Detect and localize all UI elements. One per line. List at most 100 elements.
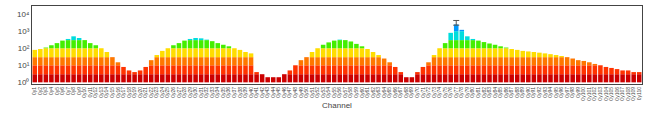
svg-text:10¹: 10¹ (18, 61, 30, 70)
svg-text:0y73: 0y73 (431, 87, 437, 98)
svg-text:0y80: 0y80 (469, 87, 475, 98)
svg-text:0y105: 0y105 (608, 87, 614, 101)
svg-text:0y85: 0y85 (497, 87, 503, 98)
svg-text:0y100: 0y100 (580, 87, 586, 101)
svg-text:0y8: 0y8 (70, 87, 76, 95)
svg-text:0y110: 0y110 (636, 87, 642, 100)
svg-text:0y92: 0y92 (536, 87, 542, 98)
svg-text:0y7: 0y7 (65, 87, 71, 95)
svg-text:0y104: 0y104 (603, 87, 609, 101)
svg-text:0y3: 0y3 (42, 87, 48, 95)
svg-text:0y18: 0y18 (126, 87, 132, 98)
svg-text:0y98: 0y98 (569, 87, 575, 98)
svg-text:0y10: 0y10 (81, 87, 87, 98)
svg-text:0y81: 0y81 (475, 87, 481, 98)
svg-text:0y49: 0y49 (298, 87, 304, 98)
svg-text:0y97: 0y97 (564, 87, 570, 98)
svg-text:0y21: 0y21 (142, 87, 148, 98)
svg-text:0y93: 0y93 (542, 87, 548, 98)
svg-text:0y20: 0y20 (137, 87, 143, 98)
svg-text:10²: 10² (18, 44, 30, 53)
svg-text:0y40: 0y40 (248, 87, 254, 98)
svg-text:0y52: 0y52 (314, 87, 320, 98)
svg-text:0y76: 0y76 (447, 87, 453, 98)
svg-text:0y4: 0y4 (48, 87, 54, 95)
svg-text:0y63: 0y63 (375, 87, 381, 98)
svg-text:0y94: 0y94 (547, 87, 553, 98)
svg-text:0y78: 0y78 (458, 87, 464, 98)
svg-text:0y36: 0y36 (225, 87, 231, 98)
svg-text:0y6: 0y6 (59, 87, 65, 95)
svg-text:0y66: 0y66 (392, 87, 398, 98)
svg-text:0y15: 0y15 (109, 87, 115, 98)
svg-text:0y47: 0y47 (286, 87, 292, 98)
svg-text:0y82: 0y82 (481, 87, 487, 98)
svg-text:0y74: 0y74 (436, 87, 442, 98)
svg-text:0y17: 0y17 (120, 87, 126, 98)
svg-text:0y45: 0y45 (275, 87, 281, 98)
svg-text:0y91: 0y91 (530, 87, 536, 98)
svg-text:0y65: 0y65 (386, 87, 392, 98)
svg-text:0y12: 0y12 (92, 87, 98, 98)
svg-text:0y88: 0y88 (514, 87, 520, 98)
svg-text:0y11: 0y11 (87, 87, 93, 98)
svg-text:0y86: 0y86 (503, 87, 509, 98)
svg-text:0y29: 0y29 (187, 87, 193, 98)
svg-text:0y95: 0y95 (553, 87, 559, 98)
svg-text:0y9: 0y9 (76, 87, 82, 95)
svg-text:0y48: 0y48 (292, 87, 298, 98)
svg-text:0y96: 0y96 (558, 87, 564, 98)
svg-text:0y84: 0y84 (492, 87, 498, 98)
svg-text:0y43: 0y43 (264, 87, 270, 98)
svg-text:Channel: Channel (322, 101, 352, 110)
svg-text:0y109: 0y109 (630, 87, 636, 101)
svg-text:0y57: 0y57 (342, 87, 348, 98)
svg-text:0y51: 0y51 (309, 87, 315, 98)
svg-text:0y62: 0y62 (370, 87, 376, 98)
svg-text:0y39: 0y39 (242, 87, 248, 98)
svg-text:0y68: 0y68 (403, 87, 409, 98)
svg-text:10⁴: 10⁴ (17, 10, 30, 19)
svg-text:0y75: 0y75 (442, 87, 448, 98)
svg-text:0y60: 0y60 (359, 87, 365, 98)
svg-text:0y38: 0y38 (237, 87, 243, 98)
svg-text:0y42: 0y42 (259, 87, 265, 98)
svg-text:10³: 10³ (18, 27, 30, 36)
svg-text:0y44: 0y44 (270, 87, 276, 98)
svg-text:0y61: 0y61 (364, 87, 370, 98)
svg-text:0y71: 0y71 (420, 87, 426, 98)
svg-text:0y69: 0y69 (408, 87, 414, 98)
svg-text:0y90: 0y90 (525, 87, 531, 98)
svg-text:0y14: 0y14 (103, 87, 109, 98)
svg-text:0y106: 0y106 (614, 87, 620, 101)
svg-text:0y50: 0y50 (303, 87, 309, 98)
svg-text:0y2: 0y2 (37, 87, 43, 95)
svg-text:0y87: 0y87 (508, 87, 514, 98)
svg-text:0y35: 0y35 (220, 87, 226, 98)
svg-text:0y24: 0y24 (159, 87, 165, 98)
svg-text:0y83: 0y83 (486, 87, 492, 98)
svg-text:0y64: 0y64 (381, 87, 387, 98)
svg-text:0y56: 0y56 (336, 87, 342, 98)
svg-text:0y37: 0y37 (231, 87, 237, 98)
svg-text:0y54: 0y54 (325, 87, 331, 98)
svg-text:0y22: 0y22 (148, 87, 154, 98)
svg-text:0y25: 0y25 (164, 87, 170, 98)
svg-text:0y46: 0y46 (281, 87, 287, 98)
svg-text:10⁰: 10⁰ (17, 78, 29, 87)
svg-text:0y58: 0y58 (347, 87, 353, 98)
svg-text:0y108: 0y108 (625, 87, 631, 101)
svg-text:0y99: 0y99 (575, 87, 581, 98)
svg-text:0y1: 0y1 (31, 87, 37, 95)
svg-text:0y107: 0y107 (619, 87, 625, 101)
svg-text:0y28: 0y28 (181, 87, 187, 98)
svg-text:0y5: 0y5 (54, 87, 60, 95)
svg-text:0y59: 0y59 (353, 87, 359, 98)
svg-text:0y33: 0y33 (209, 87, 215, 98)
svg-text:0y89: 0y89 (519, 87, 525, 98)
svg-text:0y53: 0y53 (320, 87, 326, 98)
svg-text:0y55: 0y55 (331, 87, 337, 98)
svg-text:0y72: 0y72 (425, 87, 431, 98)
svg-text:0y70: 0y70 (414, 87, 420, 98)
svg-text:0y13: 0y13 (98, 87, 104, 98)
